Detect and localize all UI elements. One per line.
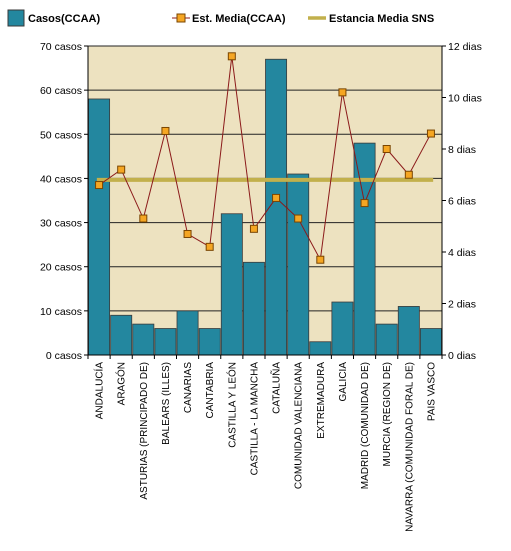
- line-point: [227, 52, 236, 61]
- left-tick-label: 0 casos: [46, 350, 82, 362]
- left-tick-label: 70 casos: [40, 41, 82, 53]
- category-label: ARAGÓN: [115, 362, 128, 405]
- bar: [331, 301, 354, 356]
- line-point: [139, 214, 148, 223]
- left-tick-label: 50 casos: [40, 129, 82, 141]
- bar: [242, 261, 265, 356]
- category-label: BALEARS (ILLES): [161, 362, 172, 445]
- category-label: CASTILLA - LA MANCHA: [249, 362, 260, 476]
- bar: [309, 341, 332, 356]
- line-point: [294, 214, 303, 223]
- bar: [287, 173, 310, 356]
- bar: [154, 328, 177, 356]
- legend-line-swatch: [172, 13, 190, 23]
- category-label: NAVARRA (COMUNIDAD FORAL DE): [404, 362, 415, 532]
- legend-bar-label: Casos(CCAA): [28, 13, 100, 25]
- line-point: [95, 181, 104, 190]
- line-point: [205, 242, 214, 251]
- category-label: CATALUÑA: [270, 362, 283, 414]
- line-point: [316, 255, 325, 264]
- line-point: [249, 224, 258, 233]
- category-label: MURCIA (REGION DE): [382, 362, 393, 466]
- right-tick-label: 10 dias: [448, 93, 482, 105]
- left-tick-label: 30 casos: [40, 218, 82, 230]
- category-label: ASTURIAS (PRINCIPADO DE): [139, 362, 150, 500]
- left-tick-label: 10 casos: [40, 306, 82, 318]
- right-tick-label: 6 dias: [448, 196, 476, 208]
- line-point: [272, 193, 281, 202]
- bar: [220, 213, 243, 356]
- right-tick-label: 8 dias: [448, 144, 476, 156]
- category-label: EXTREMADURA: [316, 362, 327, 439]
- right-tick-label: 0 dias: [448, 350, 476, 362]
- line-point: [426, 129, 435, 138]
- line-path: [98, 56, 432, 262]
- bar-series: [88, 58, 442, 356]
- bar: [419, 328, 442, 356]
- left-tick-label: 20 casos: [40, 262, 82, 274]
- category-label: GALICIA: [338, 362, 349, 402]
- bar: [132, 323, 155, 356]
- line-series: [95, 52, 435, 264]
- bar: [353, 142, 376, 356]
- line-point: [183, 229, 192, 238]
- line-point: [360, 199, 369, 208]
- line-point: [117, 165, 126, 174]
- category-labels: ANDALUCÍA ARAGÓN ASTURIAS (PRINCIPADO DE) B…: [93, 362, 438, 532]
- left-tick-label: 60 casos: [40, 85, 82, 97]
- left-tick-label: 40 casos: [40, 173, 82, 185]
- right-axis-ticks: 0 dias 2 dias 4 dias 6 dias 8 dias 10 dias 12 …: [442, 41, 482, 362]
- bar: [265, 58, 288, 356]
- line-point: [382, 145, 391, 153]
- bar: [176, 310, 199, 356]
- category-label: PAIS VASCO: [426, 362, 437, 421]
- category-label: CANARIAS: [183, 362, 194, 413]
- category-label: CASTILLA Y LEÓN: [225, 362, 238, 448]
- line-point: [404, 170, 413, 179]
- line-point: [161, 126, 170, 135]
- legend-ref-label: Estancia Media SNS: [329, 13, 434, 25]
- right-tick-label: 2 dias: [448, 299, 476, 311]
- category-label: CANTABRIA: [205, 362, 216, 419]
- bar: [198, 328, 221, 356]
- bar: [110, 314, 133, 356]
- bar: [397, 306, 420, 356]
- left-axis-ticks: 0 casos 10 casos 20 casos 30 casos 40 casos 5…: [40, 41, 88, 362]
- right-tick-label: 4 dias: [448, 247, 476, 259]
- legend-line-label: Est. Media(CCAA): [192, 13, 286, 25]
- bar: [375, 323, 398, 356]
- line-point: [338, 88, 347, 97]
- plot-area: [88, 46, 442, 355]
- legend: Casos(CCAA) Est. Media(CCAA) Estancia Me…: [7, 9, 434, 27]
- category-label: COMUNIDAD VALENCIANA: [294, 362, 305, 489]
- bar: [88, 98, 111, 356]
- legend-bar-swatch: [7, 9, 25, 27]
- right-tick-label: 12 dias: [448, 41, 482, 53]
- category-label: ANDALUCÍA: [93, 362, 106, 420]
- category-label: MADRID (COMUNIDAD DE): [360, 362, 371, 489]
